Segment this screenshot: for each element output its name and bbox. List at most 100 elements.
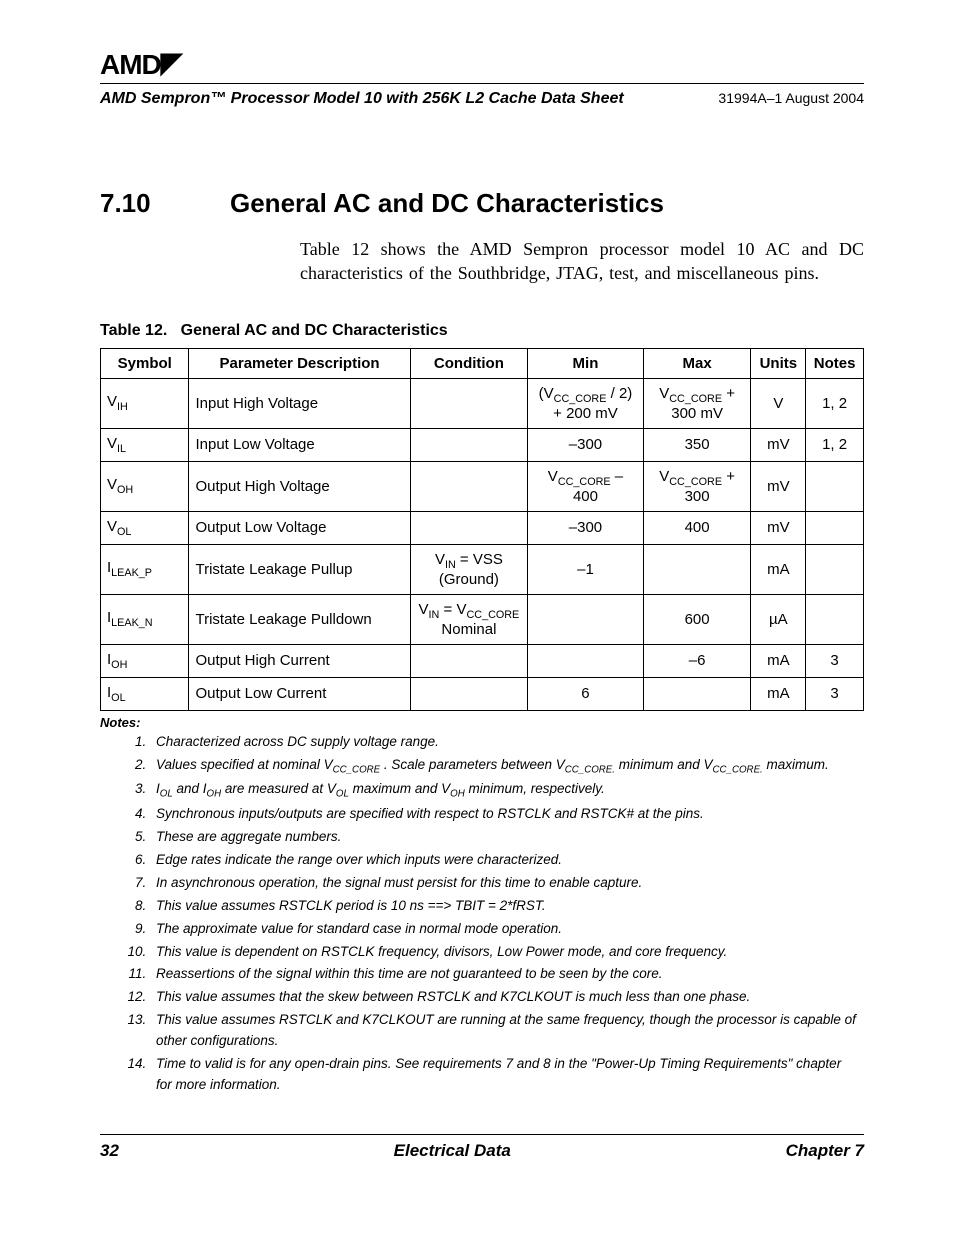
- note-item: This value assumes RSTCLK and K7CLKOUT a…: [150, 1010, 864, 1052]
- cell-param: Output High Current: [189, 644, 410, 677]
- section-heading: 7.10 General AC and DC Characteristics: [100, 188, 864, 219]
- th-max: Max: [643, 348, 751, 378]
- cell-units: mA: [751, 644, 806, 677]
- cell-max: 400: [643, 511, 751, 544]
- table-row: VIH Input High Voltage (VCC_CORE / 2) + …: [101, 378, 864, 428]
- section-title: General AC and DC Characteristics: [230, 188, 664, 219]
- note-item: Characterized across DC supply voltage r…: [150, 732, 864, 753]
- note-item: These are aggregate numbers.: [150, 827, 864, 848]
- cell-min: [528, 594, 644, 644]
- table-row: VOH Output High Voltage VCC_CORE – 400 V…: [101, 461, 864, 511]
- cell-notes: [806, 594, 864, 644]
- table-caption-prefix: Table 12.: [100, 322, 167, 339]
- cell-max: –6: [643, 644, 751, 677]
- characteristics-table: Symbol Parameter Description Condition M…: [100, 348, 864, 711]
- table-row: VIL Input Low Voltage –300 350 mV 1, 2: [101, 428, 864, 461]
- th-units: Units: [751, 348, 806, 378]
- cell-symbol: VIH: [101, 378, 189, 428]
- footer-chapter: Chapter 7: [786, 1141, 864, 1161]
- cell-max: VCC_CORE + 300: [643, 461, 751, 511]
- cell-condition: VIN = VSS (Ground): [410, 544, 528, 594]
- cell-symbol: VIL: [101, 428, 189, 461]
- cell-symbol: VOH: [101, 461, 189, 511]
- cell-min: VCC_CORE – 400: [528, 461, 644, 511]
- cell-units: mV: [751, 511, 806, 544]
- note-item: This value assumes RSTCLK period is 10 n…: [150, 896, 864, 917]
- note-item: Edge rates indicate the range over which…: [150, 850, 864, 871]
- th-param: Parameter Description: [189, 348, 410, 378]
- table-row: IOH Output High Current –6 mA 3: [101, 644, 864, 677]
- note-item: This value assumes that the skew between…: [150, 987, 864, 1008]
- cell-min: –1: [528, 544, 644, 594]
- cell-notes: [806, 461, 864, 511]
- cell-units: V: [751, 378, 806, 428]
- cell-min: –300: [528, 511, 644, 544]
- logo-mark-icon: ◤: [161, 46, 182, 79]
- note-item: The approximate value for standard case …: [150, 919, 864, 940]
- cell-condition: [410, 461, 528, 511]
- cell-param: Output Low Current: [189, 677, 410, 710]
- cell-min: 6: [528, 677, 644, 710]
- section-number: 7.10: [100, 188, 230, 219]
- notes-list: Characterized across DC supply voltage r…: [100, 732, 864, 1096]
- th-condition: Condition: [410, 348, 528, 378]
- cell-param: Input Low Voltage: [189, 428, 410, 461]
- cell-max: [643, 544, 751, 594]
- cell-notes: 3: [806, 677, 864, 710]
- cell-max: [643, 677, 751, 710]
- note-item: IOL and IOH are measured at VOL maximum …: [150, 779, 864, 802]
- cell-min: –300: [528, 428, 644, 461]
- cell-max: 600: [643, 594, 751, 644]
- page-header: AMD Sempron™ Processor Model 10 with 256…: [100, 90, 864, 108]
- doc-number: 31994A–1 August 2004: [718, 90, 864, 106]
- cell-notes: [806, 511, 864, 544]
- cell-param: Input High Voltage: [189, 378, 410, 428]
- notes-label: Notes:: [100, 715, 864, 730]
- table-caption-text: General AC and DC Characteristics: [181, 322, 448, 339]
- footer-rule: [100, 1134, 864, 1135]
- cell-units: mA: [751, 677, 806, 710]
- cell-symbol: ILEAK_P: [101, 544, 189, 594]
- table-row: ILEAK_N Tristate Leakage Pulldown VIN = …: [101, 594, 864, 644]
- table-row: VOL Output Low Voltage –300 400 mV: [101, 511, 864, 544]
- cell-min: [528, 644, 644, 677]
- cell-param: Output Low Voltage: [189, 511, 410, 544]
- cell-max: VCC_CORE + 300 mV: [643, 378, 751, 428]
- cell-notes: 1, 2: [806, 378, 864, 428]
- th-symbol: Symbol: [101, 348, 189, 378]
- table-header-row: Symbol Parameter Description Condition M…: [101, 348, 864, 378]
- note-item: Reassertions of the signal within this t…: [150, 964, 864, 985]
- cell-param: Output High Voltage: [189, 461, 410, 511]
- note-item: Time to valid is for any open-drain pins…: [150, 1054, 864, 1096]
- cell-symbol: IOL: [101, 677, 189, 710]
- cell-units: mA: [751, 544, 806, 594]
- header-rule: [100, 83, 864, 84]
- footer-center: Electrical Data: [394, 1141, 511, 1161]
- cell-min: (VCC_CORE / 2) + 200 mV: [528, 378, 644, 428]
- note-item: Synchronous inputs/outputs are specified…: [150, 804, 864, 825]
- cell-notes: [806, 544, 864, 594]
- cell-param: Tristate Leakage Pullup: [189, 544, 410, 594]
- note-item: In asynchronous operation, the signal mu…: [150, 873, 864, 894]
- th-notes: Notes: [806, 348, 864, 378]
- footer-page-number: 32: [100, 1141, 119, 1161]
- cell-max: 350: [643, 428, 751, 461]
- cell-condition: [410, 428, 528, 461]
- cell-condition: [410, 677, 528, 710]
- cell-notes: 3: [806, 644, 864, 677]
- brand-logo: AMD◤: [100, 48, 864, 81]
- table-row: ILEAK_P Tristate Leakage Pullup VIN = VS…: [101, 544, 864, 594]
- cell-units: mV: [751, 461, 806, 511]
- cell-symbol: VOL: [101, 511, 189, 544]
- logo-text: AMD: [100, 49, 161, 80]
- note-item: Values specified at nominal VCC_CORE . S…: [150, 755, 864, 778]
- cell-condition: VIN = VCC_CORE Nominal: [410, 594, 528, 644]
- table-caption: Table 12. General AC and DC Characterist…: [100, 322, 864, 340]
- table-row: IOL Output Low Current 6 mA 3: [101, 677, 864, 710]
- cell-units: µA: [751, 594, 806, 644]
- cell-units: mV: [751, 428, 806, 461]
- note-item: This value is dependent on RSTCLK freque…: [150, 942, 864, 963]
- cell-symbol: IOH: [101, 644, 189, 677]
- cell-condition: [410, 378, 528, 428]
- cell-condition: [410, 644, 528, 677]
